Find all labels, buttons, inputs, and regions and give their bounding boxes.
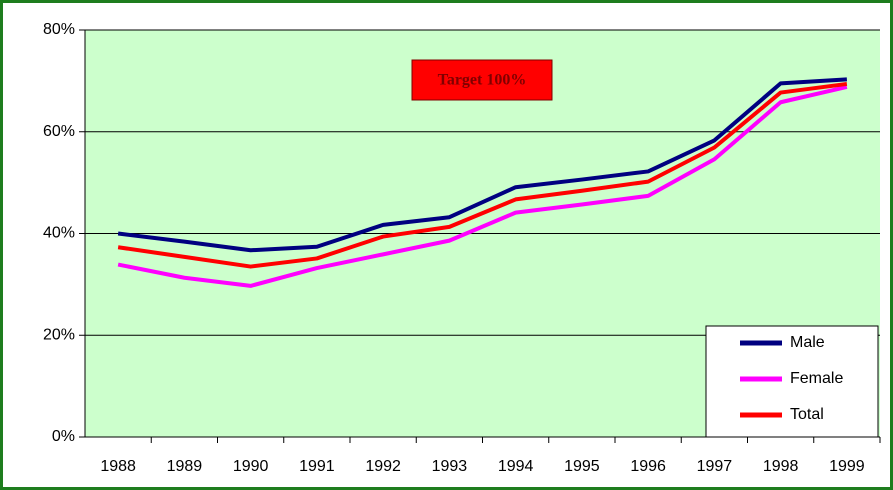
x-tick-label: 1995 <box>564 458 600 475</box>
x-tick-label: 1996 <box>630 458 666 475</box>
x-tick-label: 1988 <box>100 458 136 475</box>
y-tick-label: 60% <box>43 123 75 140</box>
annotation: Target 100% <box>438 72 527 89</box>
series-line <box>117 85 848 288</box>
annotation-box <box>411 59 553 101</box>
y-tick-label: 20% <box>43 326 75 343</box>
x-tick-label: 1998 <box>763 458 799 475</box>
series-line <box>117 81 848 269</box>
y-tick-label: 0% <box>52 428 75 445</box>
legend-label: Female <box>790 370 843 387</box>
legend-label: Total <box>790 406 824 423</box>
y-tick-label: 40% <box>43 225 75 242</box>
x-tick-label: 1997 <box>697 458 733 475</box>
legend-label: Male <box>790 334 825 351</box>
x-tick-label: 1989 <box>167 458 203 475</box>
y-tick-label: 80% <box>43 21 75 38</box>
x-tick-label: 1990 <box>233 458 269 475</box>
x-tick-label: 1999 <box>829 458 865 475</box>
legend <box>705 325 879 438</box>
x-tick-label: 1991 <box>299 458 335 475</box>
x-tick-label: 1992 <box>365 458 401 475</box>
x-tick-label: 1993 <box>432 458 468 475</box>
series-line <box>117 77 847 253</box>
x-tick-label: 1994 <box>498 458 534 475</box>
